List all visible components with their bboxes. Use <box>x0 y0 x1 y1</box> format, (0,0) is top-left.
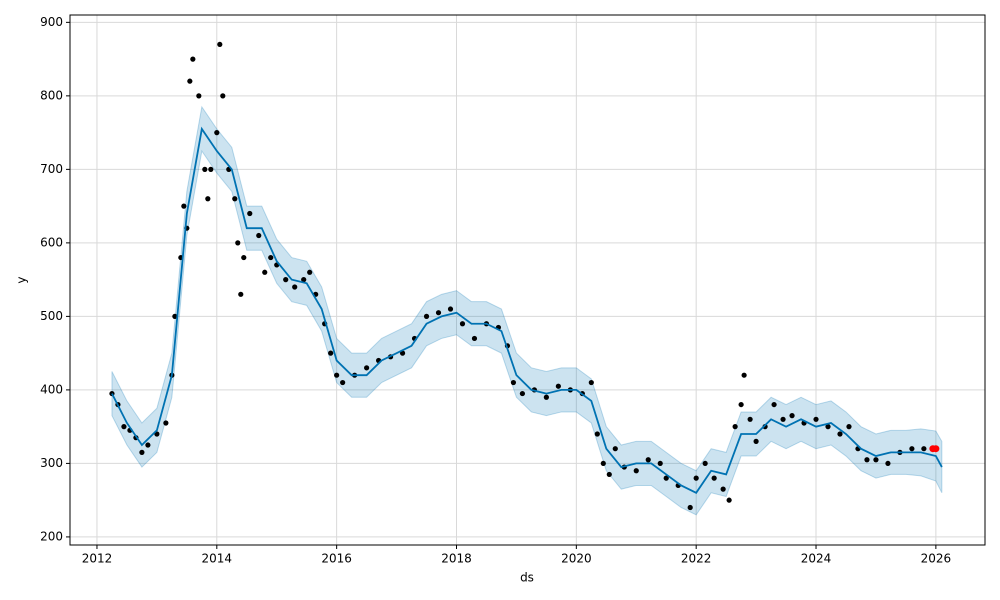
y-tick-label: 200 <box>40 529 63 543</box>
observed-point <box>459 321 466 327</box>
axes-frame <box>69 14 986 546</box>
observed-point <box>163 420 169 426</box>
observed-point <box>292 284 298 290</box>
observed-point <box>921 446 927 452</box>
observed-point <box>726 497 732 503</box>
observed-point <box>741 372 747 378</box>
x-axis-label: ds <box>520 571 534 585</box>
observed-point <box>328 350 334 356</box>
x-tick-label: 2012 <box>82 552 113 566</box>
y-tick-label: 300 <box>40 456 63 470</box>
observed-point <box>633 468 639 474</box>
observed-point <box>663 475 669 481</box>
observed-point <box>837 431 843 437</box>
observed-point <box>657 460 663 467</box>
observed-point <box>471 335 478 342</box>
observed-point <box>753 438 759 444</box>
observed-point <box>780 416 786 422</box>
observed-point <box>510 379 517 386</box>
observed-point <box>789 413 795 419</box>
observed-point <box>235 240 241 246</box>
observed-point <box>202 166 208 172</box>
observed-point <box>196 93 202 99</box>
observed-point <box>232 196 238 202</box>
observed-point <box>283 277 289 283</box>
observed-point <box>555 383 561 389</box>
y-axis-label: y <box>15 276 29 283</box>
x-tick-label: 2018 <box>441 552 472 566</box>
observed-point <box>172 313 178 319</box>
x-tick-label: 2016 <box>321 552 352 566</box>
observed-point <box>205 196 211 202</box>
observed-point <box>600 460 606 467</box>
x-tick-label: 2024 <box>801 552 832 566</box>
observed-point <box>732 424 738 430</box>
x-tick-label: 2020 <box>561 552 592 566</box>
observed-point <box>702 460 708 467</box>
observed-point <box>825 424 831 430</box>
y-tick-label: 900 <box>40 15 63 29</box>
observed-point <box>217 41 223 48</box>
observed-point <box>738 401 744 408</box>
observed-point <box>594 431 600 437</box>
recent-point <box>932 445 940 453</box>
observed-point <box>612 446 618 452</box>
observed-point <box>771 401 777 408</box>
observed-point <box>301 277 307 283</box>
observed-point <box>720 486 726 492</box>
observed-point <box>238 291 244 297</box>
observed-point <box>519 390 526 397</box>
observed-point <box>693 475 699 481</box>
y-tick-label: 600 <box>40 235 63 249</box>
y-tick-label: 800 <box>40 88 63 102</box>
observed-point <box>885 460 891 467</box>
observed-point <box>364 365 370 371</box>
observed-point <box>909 446 915 452</box>
observed-point <box>334 372 340 378</box>
x-tick-label: 2022 <box>681 552 712 566</box>
observed-point <box>190 56 196 62</box>
observed-point <box>606 471 612 478</box>
observed-point <box>145 442 151 448</box>
observed-point <box>846 424 852 430</box>
observed-point <box>187 78 193 84</box>
observed-point <box>121 424 127 430</box>
observed-point <box>435 310 442 316</box>
observed-point <box>214 130 220 136</box>
observed-point <box>423 313 430 319</box>
y-tick-label: 500 <box>40 309 63 323</box>
x-tick-label: 2014 <box>202 552 233 566</box>
observed-point <box>307 269 313 275</box>
y-tick-label: 700 <box>40 162 63 176</box>
observed-point <box>220 93 226 99</box>
observed-point <box>268 254 274 261</box>
observed-point <box>645 457 651 463</box>
observed-point <box>588 379 594 386</box>
observed-point <box>873 457 879 463</box>
observed-point <box>687 504 693 511</box>
observed-point <box>247 210 253 217</box>
observed-point <box>241 254 247 261</box>
observed-point <box>256 232 262 239</box>
observed-point <box>181 203 187 209</box>
observed-point <box>813 416 819 422</box>
forecast-line <box>111 126 943 494</box>
observed-point <box>711 475 717 481</box>
plot-area <box>70 15 985 545</box>
observed-point <box>340 379 346 386</box>
observed-point <box>208 166 214 172</box>
uncertainty-band <box>111 105 943 516</box>
observed-point <box>864 457 870 463</box>
observed-point <box>543 394 549 400</box>
observed-point <box>262 269 268 275</box>
observed-point <box>447 306 454 312</box>
x-tick-label: 2026 <box>921 552 952 566</box>
y-tick-label: 400 <box>40 382 63 396</box>
observed-point <box>139 449 145 455</box>
observed-point <box>747 416 753 422</box>
